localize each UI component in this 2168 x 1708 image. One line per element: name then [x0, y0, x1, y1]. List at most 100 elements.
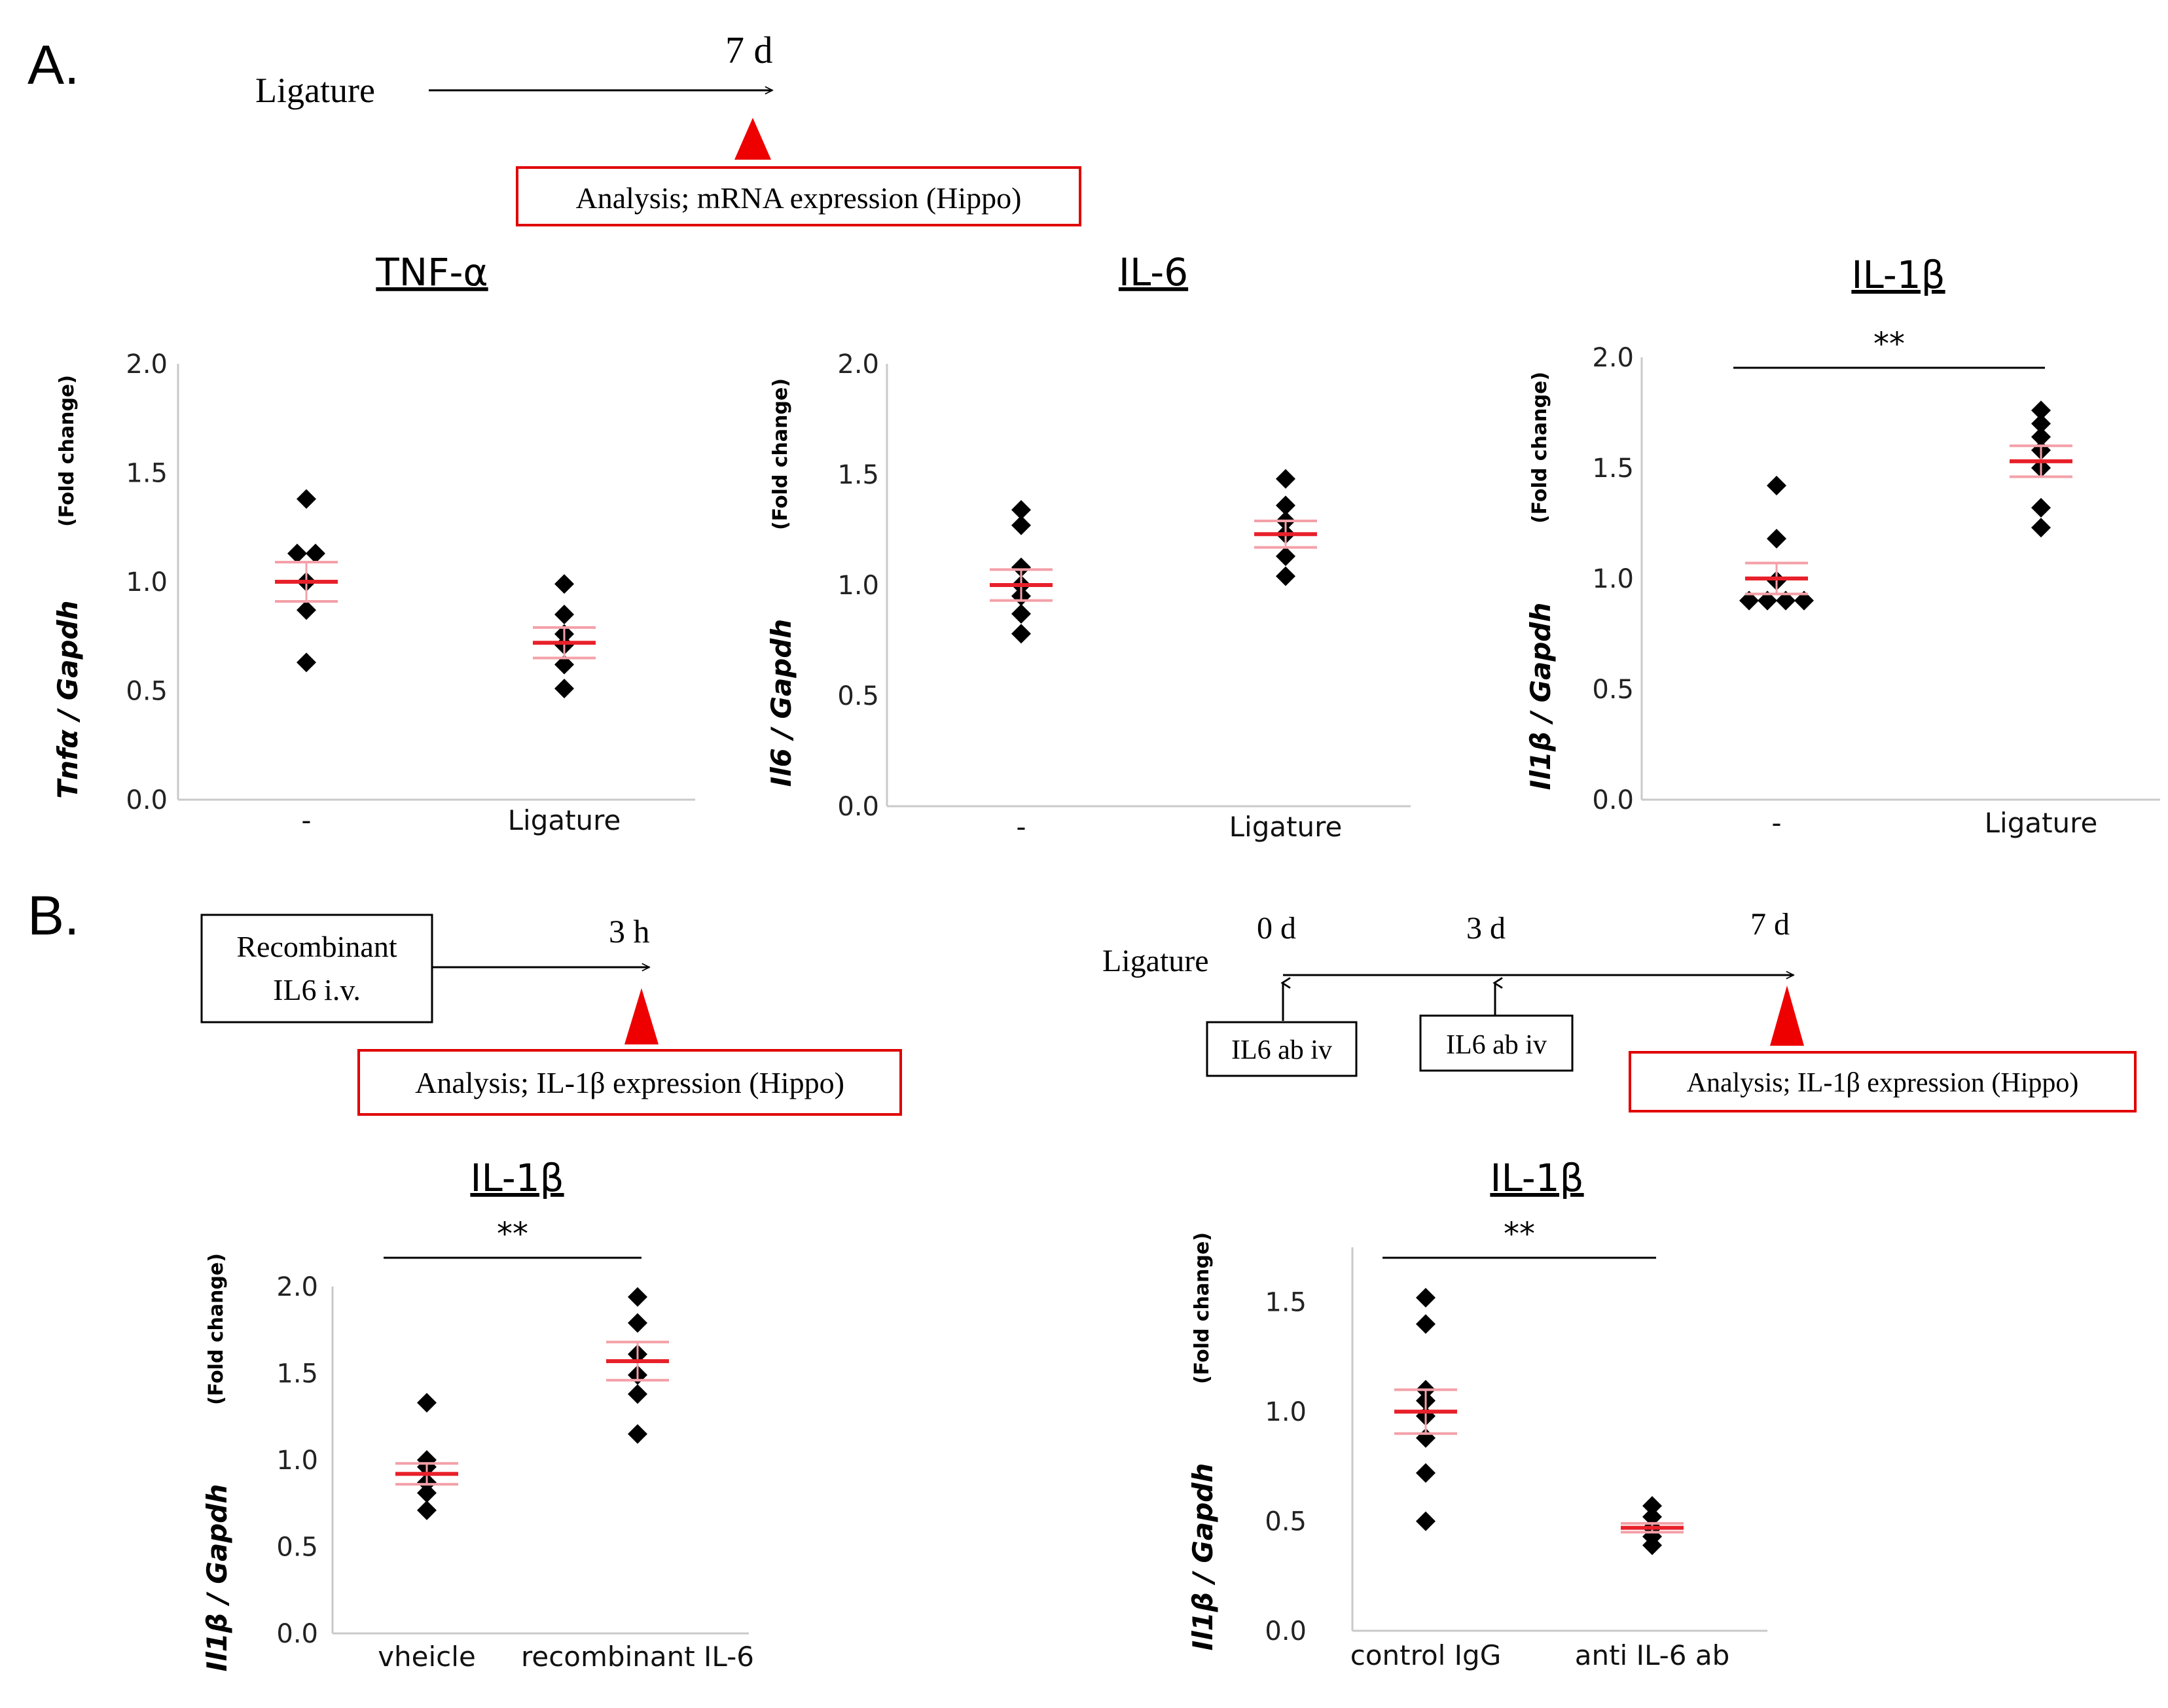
data-point — [297, 600, 316, 620]
data-point — [1416, 1288, 1436, 1308]
x-category-label: Ligature — [1985, 807, 2098, 839]
data-point — [306, 543, 325, 563]
analysis-box-b-left — [357, 1049, 902, 1116]
il6-ab-label-3d: IL6 ab iv — [1446, 1030, 1547, 1060]
chart-il1b-ligature: IL-1β 0.0 0.5 1.0 1.5 2.0 - Ligature Il1β / Gapd… — [1525, 253, 2160, 839]
data-point — [1739, 590, 1759, 611]
y-axis-unit-label: (Fold change) — [769, 378, 792, 530]
timeline-b-right-t7: 7 d — [1750, 907, 1790, 942]
chart-title: TNF-α — [375, 250, 488, 294]
data-point — [417, 1393, 437, 1413]
y-tick-label: 0.5 — [276, 1533, 318, 1563]
chart-title: IL-1β — [1851, 253, 1945, 297]
data-point — [1767, 529, 1786, 549]
y-tick-label: 1.0 — [126, 567, 168, 597]
analysis-text-b-left: Analysis; IL-1β expression (Hippo) — [415, 1066, 844, 1099]
y-axis-label: Il1β / Gapdh — [201, 1484, 233, 1672]
timeline-b-right-t3: 3 d — [1466, 911, 1506, 946]
chart-il1b-recombinant: IL-1β 0.0 0.5 1.0 1.5 2.0 vheicle recombinant I… — [201, 1156, 754, 1673]
x-category-label: control IgG — [1350, 1639, 1502, 1671]
y-tick-label: 1.5 — [1265, 1288, 1307, 1318]
y-tick-label: 2.0 — [276, 1272, 318, 1302]
data-point — [417, 1500, 437, 1520]
data-point — [1011, 624, 1031, 644]
data-point — [417, 1483, 437, 1503]
x-category-label: - — [1771, 807, 1781, 839]
data-point — [287, 543, 307, 563]
panel-a-label: A. — [27, 34, 79, 96]
chart-title: IL-1β — [1490, 1156, 1583, 1200]
data-point — [628, 1384, 647, 1404]
y-axis-unit-label: (Fold change) — [56, 375, 79, 527]
data-point — [554, 679, 574, 699]
x-category-label: - — [1016, 811, 1026, 843]
y-tick-label: 0.0 — [837, 792, 879, 822]
y-tick-label: 0.0 — [126, 785, 168, 815]
data-point — [1642, 1496, 1662, 1516]
x-category-label: Ligature — [508, 804, 621, 836]
data-point — [1416, 1314, 1436, 1334]
analysis-box-a — [516, 166, 1081, 226]
analysis-box-b-right — [1629, 1051, 2137, 1112]
il6-ab-box-3d — [1419, 1014, 1574, 1072]
data-point — [1758, 590, 1777, 611]
analysis-marker-icon — [624, 988, 659, 1044]
x-category-label: anti IL-6 ab — [1575, 1639, 1730, 1671]
x-category-label: recombinant IL-6 — [521, 1641, 754, 1673]
data-point — [2031, 518, 2051, 538]
y-axis-label: Il1β / Gapdh — [1525, 603, 1557, 791]
significance-label: ** — [497, 1216, 528, 1253]
data-point — [1011, 603, 1031, 624]
recombinant-line2: IL6 i.v. — [273, 973, 361, 1006]
data-point — [628, 1313, 647, 1333]
data-point — [1416, 1511, 1436, 1531]
y-tick-label: 0.5 — [1592, 675, 1634, 705]
data-point — [2031, 497, 2051, 518]
chart-tnf-alpha: TNF-α 0.0 0.5 1.0 1.5 2.0 - Ligature Tnfα / Gapd… — [52, 250, 695, 836]
y-tick-label: 1.5 — [1592, 454, 1634, 484]
y-tick-label: 0.0 — [1592, 785, 1634, 815]
y-tick-label: 1.5 — [837, 460, 879, 490]
data-point — [628, 1287, 647, 1307]
data-point — [297, 489, 316, 509]
data-point — [1276, 495, 1295, 516]
y-tick-label: 2.0 — [837, 349, 879, 380]
y-axis-unit-label: (Fold change) — [205, 1253, 228, 1405]
data-point — [1776, 590, 1796, 611]
y-axis-unit-label: (Fold change) — [1528, 372, 1551, 524]
data-point — [2031, 414, 2051, 434]
timeline-b-right-t0: 0 d — [1257, 911, 1296, 946]
y-tick-label: 0.5 — [1265, 1507, 1307, 1537]
y-tick-label: 0.5 — [126, 677, 168, 707]
chart-title: IL-1β — [470, 1156, 564, 1200]
recombinant-line1: Recombinant — [236, 930, 397, 963]
data-point — [628, 1424, 647, 1444]
y-tick-label: 1.0 — [1592, 564, 1634, 594]
analysis-marker-icon — [1770, 986, 1804, 1046]
timeline-b-right-start: Ligature — [1102, 944, 1209, 978]
analysis-marker-icon — [734, 118, 771, 160]
x-category-label: - — [301, 804, 311, 836]
x-category-label: vheicle — [378, 1641, 476, 1673]
y-tick-label: 0.5 — [837, 681, 879, 711]
chart-il1b-antibody: IL-1β 0.0 0.5 1.0 1.5 control IgG anti IL-6 ab… — [1187, 1156, 1767, 1671]
y-tick-label: 1.5 — [126, 459, 168, 489]
data-point — [2031, 427, 2051, 447]
data-point — [1011, 500, 1031, 520]
data-point — [1011, 515, 1031, 535]
data-point — [554, 574, 574, 594]
y-tick-label: 1.5 — [276, 1359, 318, 1389]
analysis-text-a: Analysis; mRNA expression (Hippo) — [575, 181, 1021, 215]
panel-b-label: B. — [27, 885, 79, 946]
data-point — [1276, 546, 1295, 567]
y-tick-label: 0.0 — [1265, 1616, 1307, 1646]
y-tick-label: 2.0 — [126, 349, 168, 380]
data-point — [1794, 590, 1814, 611]
significance-label: ** — [1873, 326, 1905, 363]
significance-label: ** — [1504, 1216, 1535, 1253]
y-axis-label: Il1β / Gapdh — [1187, 1463, 1219, 1651]
data-point — [554, 604, 574, 624]
y-tick-label: 1.0 — [276, 1446, 318, 1476]
data-point — [1416, 1463, 1436, 1483]
